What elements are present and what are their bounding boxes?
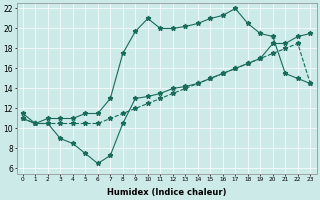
X-axis label: Humidex (Indice chaleur): Humidex (Indice chaleur)	[107, 188, 226, 197]
